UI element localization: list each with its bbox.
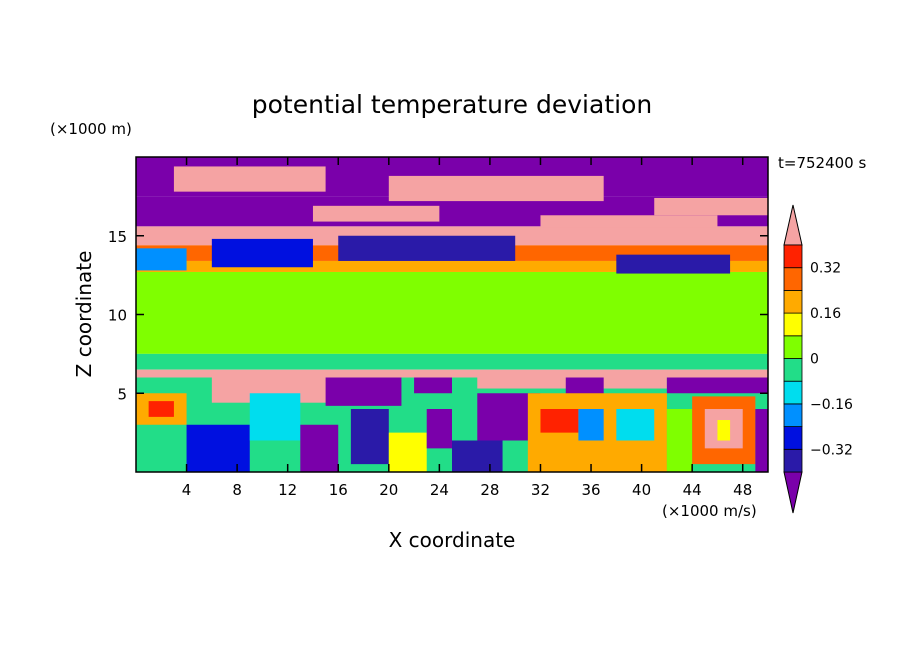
colorbar-swatch: [783, 358, 803, 382]
x-tick-label: 20: [379, 481, 398, 499]
contour-fill: [136, 157, 768, 472]
y-tick-label: 10: [108, 307, 127, 325]
contour-region: [388, 175, 604, 202]
contour-region: [616, 409, 655, 441]
contour-region: [136, 231, 768, 239]
y-axis: 5 10 15: [108, 228, 768, 403]
contour-region: [540, 215, 718, 228]
colorbar-swatch: [783, 403, 803, 427]
colorbar-swatch: [783, 289, 803, 314]
contour-region: [300, 424, 339, 472]
contour-region: [666, 409, 693, 472]
x-tick-label: 40: [632, 481, 651, 499]
x-axis: 4 8 12 16 20 24 28 32 36 40 44 48: [182, 157, 752, 499]
contour-region: [325, 377, 402, 406]
colorbar-swatch: [783, 448, 803, 473]
colorbar-swatch: [783, 244, 803, 269]
x-tick-label: 4: [182, 481, 192, 499]
colorbar-tick-label: 0.16: [810, 306, 841, 322]
colorbar-swatch: [783, 335, 803, 359]
colorbar-tick-label: −0.32: [810, 442, 853, 458]
y-tick-label: 15: [108, 228, 127, 246]
x-tick-label: 36: [581, 481, 600, 499]
contour-region: [211, 238, 313, 268]
contour-region: [565, 377, 604, 397]
colorbar-swatch: [783, 267, 803, 291]
x-tick-label: 12: [278, 481, 297, 499]
x-tick-label: 44: [683, 481, 702, 499]
contour-region: [578, 409, 604, 441]
contour-region: [616, 254, 731, 274]
contour-region: [148, 401, 174, 417]
x-tick-label: 8: [232, 481, 242, 499]
contour-region: [426, 409, 452, 449]
y-tick-label: 5: [117, 385, 127, 403]
contour-region: [666, 377, 768, 394]
contour-region: [136, 248, 187, 271]
contour-region: [338, 235, 516, 261]
y-unit-label: (×1000 m): [50, 120, 132, 138]
colorbar-swatch: [783, 312, 803, 337]
x-tick-label: 28: [480, 481, 499, 499]
colorbar-swatch: [783, 380, 803, 405]
chart-title: potential temperature deviation: [252, 90, 652, 119]
contour-region: [654, 197, 768, 216]
contour-region: [755, 409, 768, 472]
colorbar-tick-label: 0.32: [810, 261, 841, 277]
contour-region: [388, 432, 427, 472]
contour-region: [312, 205, 440, 222]
colorbar-min-arrow: [783, 471, 803, 514]
y-axis-label: Z coordinate: [72, 251, 96, 378]
colorbar: 0.32 0.16 0 −0.16 −0.32: [783, 204, 853, 514]
plot-area: [135, 156, 769, 473]
colorbar-tick-label: 0: [810, 352, 819, 368]
contour-region: [136, 369, 768, 378]
colorbar-tick-label: −0.16: [810, 397, 853, 413]
contour-region: [717, 420, 731, 441]
time-label: t=752400 s: [778, 154, 866, 172]
contour-region: [136, 283, 768, 354]
contour-region: [249, 393, 301, 441]
x-axis-label: X coordinate: [389, 528, 516, 552]
contour-region: [186, 424, 250, 472]
contour-region: [136, 260, 768, 272]
x-unit-label: (×1000 m/s): [662, 502, 757, 520]
contour-region: [136, 353, 768, 370]
colorbar-max-arrow: [783, 204, 803, 246]
colorbar-swatch: [783, 426, 803, 450]
x-tick-label: 24: [430, 481, 449, 499]
x-tick-label: 48: [733, 481, 752, 499]
contour-region: [452, 440, 503, 472]
contour-region: [350, 409, 389, 465]
contour-region: [540, 409, 579, 433]
x-tick-label: 16: [329, 481, 348, 499]
contour-region: [173, 166, 326, 192]
x-tick-label: 32: [531, 481, 550, 499]
contour-region: [136, 271, 768, 283]
contour-region: [414, 377, 452, 394]
